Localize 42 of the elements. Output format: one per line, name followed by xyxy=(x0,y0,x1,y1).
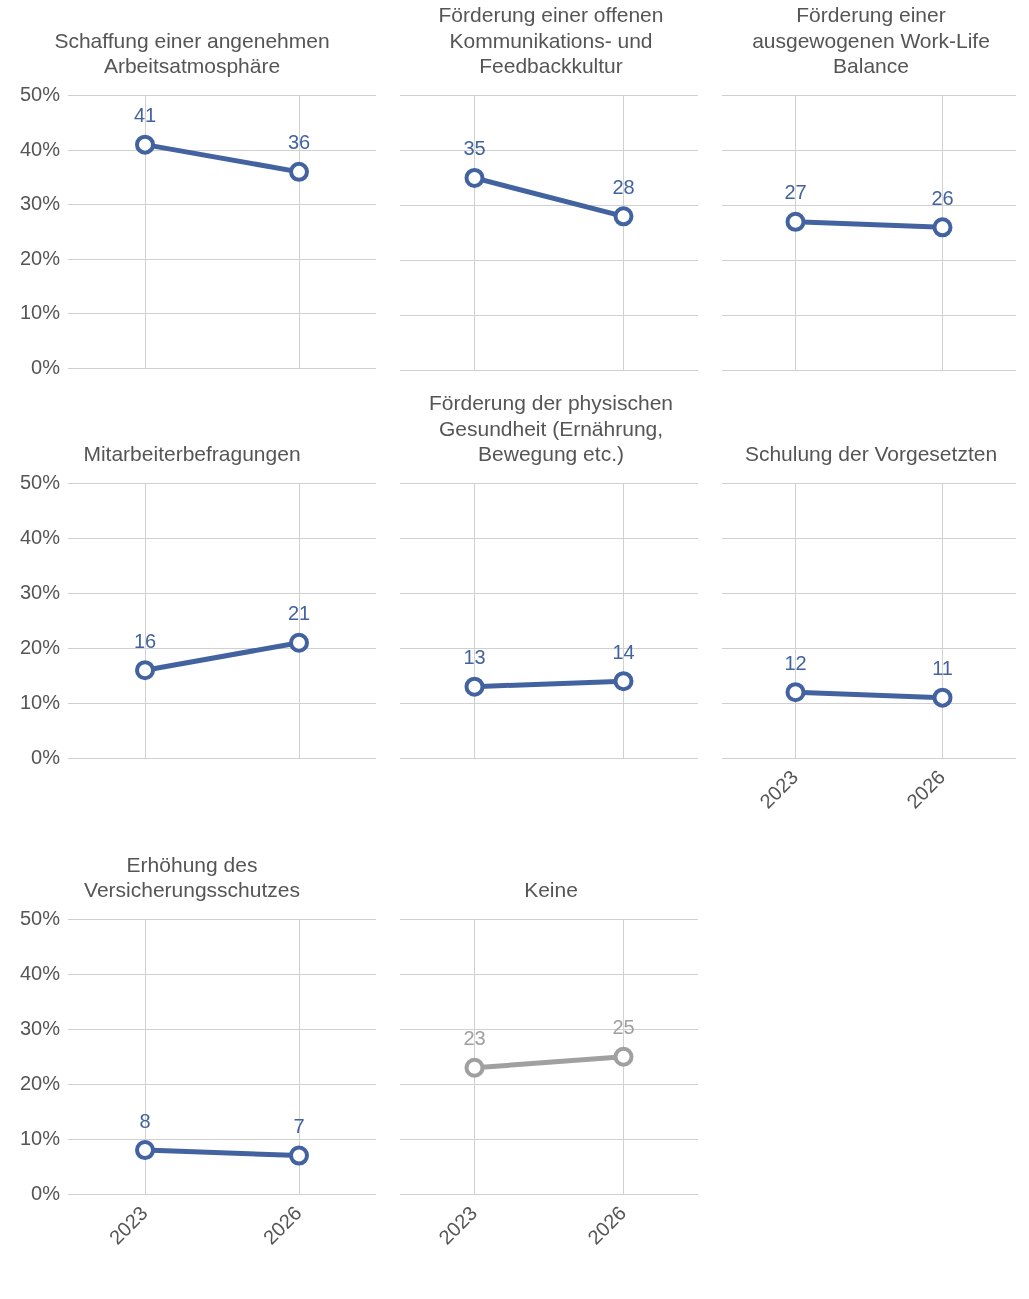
y-tick-label: 40% xyxy=(19,526,61,548)
data-label: 12 xyxy=(784,651,807,674)
data-label: 36 xyxy=(287,131,311,154)
data-label: 16 xyxy=(133,629,157,652)
chart-title: Schaffung einer angenehmen Arbeitsatmosphäre xyxy=(54,28,330,77)
y-tick-label: 20% xyxy=(19,246,61,269)
y-tick-label: 0% xyxy=(31,1181,61,1204)
chart-title: Förderung einer offenen Kommunikations- und Feedbackkultur xyxy=(438,3,664,77)
y-tick-label: 10% xyxy=(19,690,61,713)
data-label: 26 xyxy=(931,186,954,209)
data-label: 14 xyxy=(612,640,635,663)
y-tick-label: 10% xyxy=(19,301,61,324)
chart-title: Mitarbeiterbefragungen xyxy=(83,441,301,465)
y-tick-label: 40% xyxy=(19,137,61,160)
y-tick-label: 50% xyxy=(19,83,61,106)
data-label: 23 xyxy=(463,1027,486,1050)
y-tick-label: 40% xyxy=(19,962,61,984)
data-label: 35 xyxy=(463,137,486,160)
chart-title: Schulung der Vorgesetzten xyxy=(744,441,998,465)
data-label: 11 xyxy=(932,657,953,680)
y-tick-label: 30% xyxy=(19,1016,61,1039)
data-label: 27 xyxy=(784,181,807,204)
chart-title: Erhöhung des Versicherungsschutzes xyxy=(84,852,300,901)
data-label: 28 xyxy=(612,175,635,198)
data-label: 21 xyxy=(287,602,311,625)
chart-title: Förderung der physischen Gesundheit (Ernährung, Bewegung etc.) xyxy=(429,391,673,465)
y-tick-label: 0% xyxy=(31,745,61,768)
data-label: 25 xyxy=(612,1016,635,1039)
data-label: 13 xyxy=(463,646,486,669)
y-tick-label: 20% xyxy=(19,1071,61,1094)
y-tick-label: 30% xyxy=(19,580,61,603)
chart-title: Förderung einer ausgewogenen Work-Life Balance xyxy=(752,3,990,77)
y-tick-label: 10% xyxy=(19,1126,61,1149)
data-label: 7 xyxy=(293,1115,305,1138)
data-label: 41 xyxy=(133,104,157,127)
chart-title: Keine xyxy=(524,877,578,901)
y-tick-label: 30% xyxy=(19,192,61,215)
y-tick-label: 50% xyxy=(19,471,61,494)
y-tick-label: 20% xyxy=(19,635,61,658)
y-tick-label: 50% xyxy=(19,907,61,930)
y-tick-label: 0% xyxy=(31,355,61,378)
data-label: 8 xyxy=(139,1109,151,1132)
